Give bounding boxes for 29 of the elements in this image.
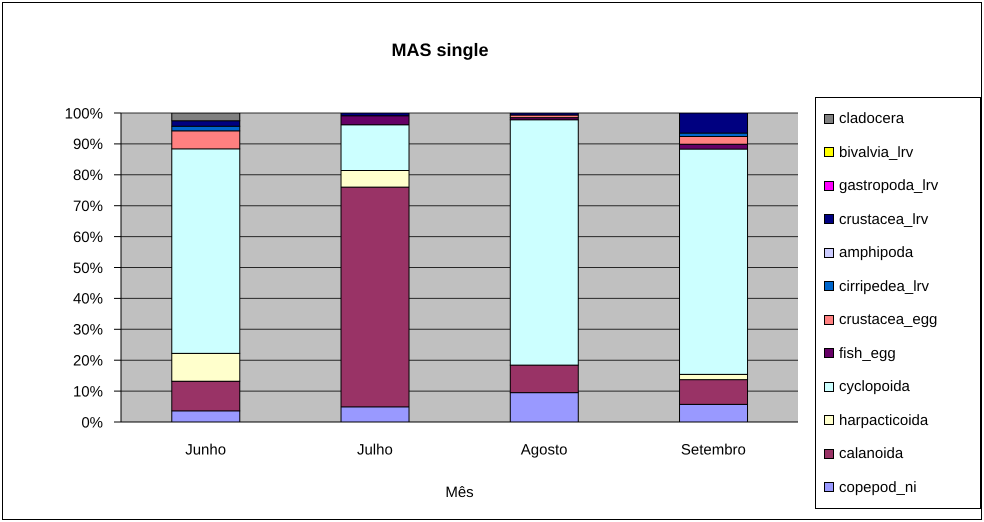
legend-label: cladocera [839, 110, 904, 128]
legend-label: calanoida [839, 445, 904, 462]
x-tick-label: Setembro [680, 442, 746, 459]
legend-label: bivalvia_lrv [839, 144, 914, 161]
x-axis-title: Mês [444, 484, 475, 501]
legend-label: copepod_ni [839, 478, 917, 496]
legend-label: harpacticoida [839, 412, 928, 429]
x-tick-label: Agosto [520, 442, 568, 459]
y-tick-label: 70% [72, 198, 103, 216]
legend-label: fish_egg [839, 344, 896, 362]
y-tick-label: 80% [72, 167, 103, 184]
legend-label: crustacea_lrv [839, 210, 928, 228]
x-tick-label: Junho [185, 442, 226, 459]
y-tick-label: 40% [72, 290, 103, 308]
x-tick-label: Julho [356, 442, 393, 459]
legend-label: amphipoda [839, 244, 914, 262]
legend-label: cyclopoida [839, 378, 910, 396]
y-tick-label: 60% [72, 228, 103, 246]
y-tick-label: 90% [72, 136, 103, 154]
y-tick-label: 20% [72, 352, 103, 370]
y-tick-label: 0% [81, 414, 103, 432]
chart-title: MAS single [390, 40, 490, 61]
y-tick-label: 50% [72, 260, 103, 277]
y-tick-label: 100% [64, 105, 103, 122]
legend-label: gastropoda_lrv [839, 177, 938, 194]
y-tick-label: 10% [72, 383, 103, 400]
legend-label: cirripedea_lrv [839, 278, 930, 295]
y-tick-label: 30% [72, 322, 103, 339]
legend-label: crustacea_egg [839, 311, 938, 328]
